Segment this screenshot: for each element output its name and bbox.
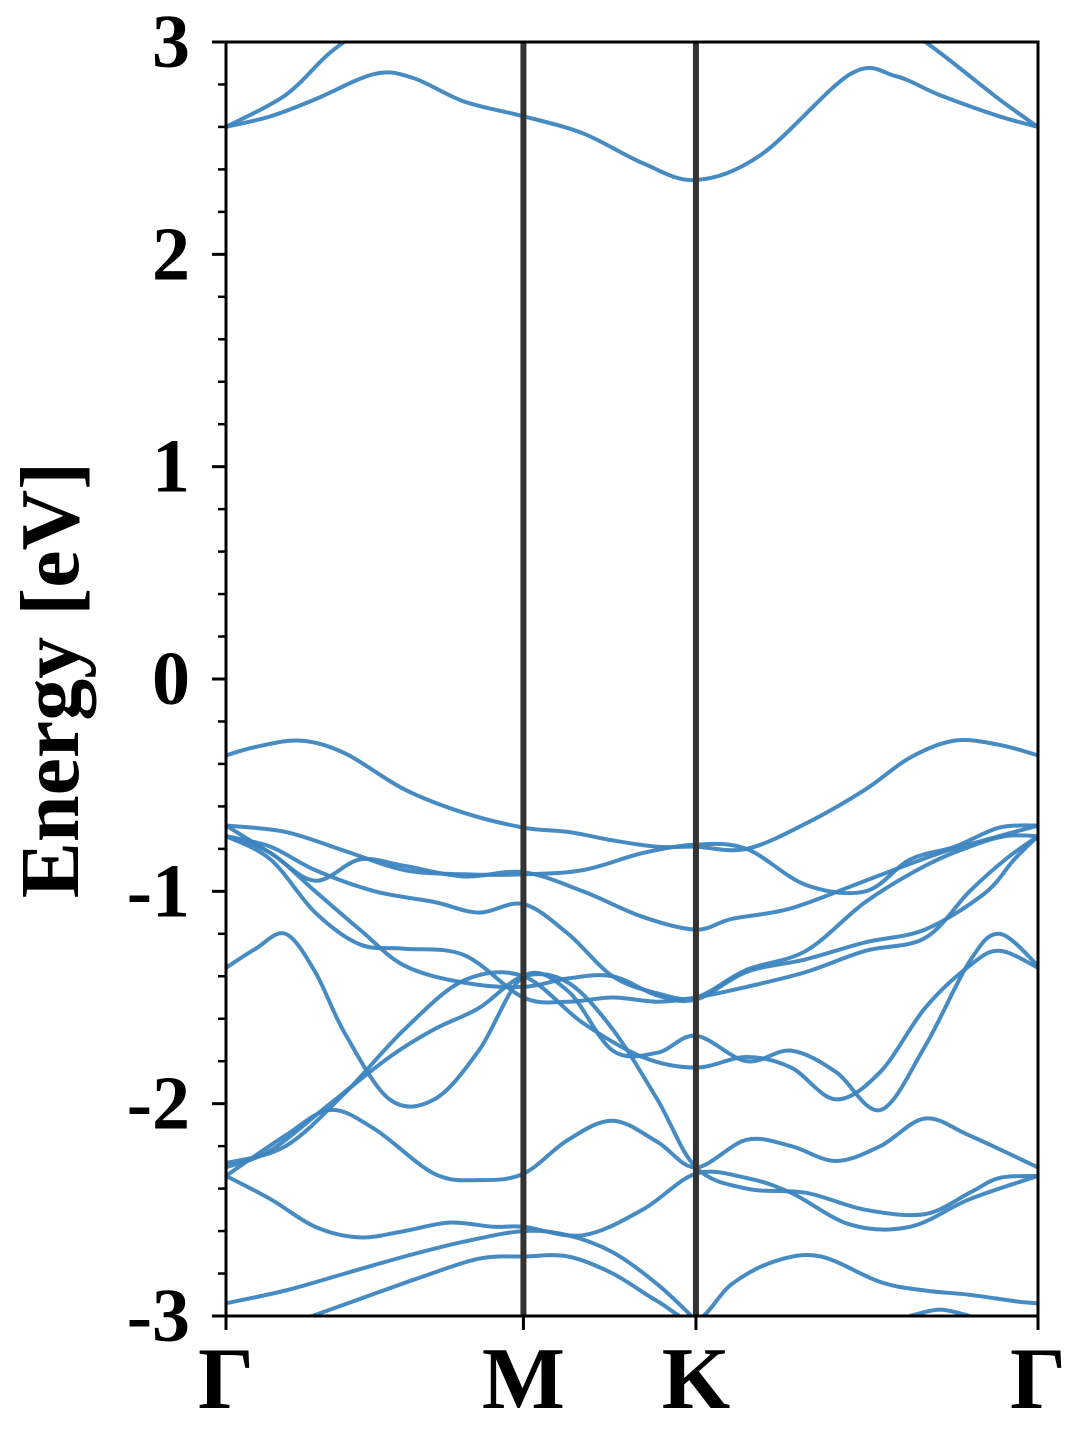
y-tick-label: -1: [127, 849, 190, 933]
band-line: [226, 823, 1038, 932]
band-line: [226, 834, 1038, 1005]
band-line: [226, 972, 1038, 1218]
y-axis-tick-labels: 3 2 1 0 -1 -2 -3: [127, 0, 190, 1358]
band-line: [226, 1228, 695, 1316]
y-tick-label: -2: [127, 1062, 190, 1146]
band-line: [306, 1253, 1038, 1316]
high-symmetry-dividers: [520, 42, 699, 1316]
band-line: [226, 42, 348, 129]
y-tick-label: 3: [152, 0, 190, 84]
kpoint-label: M: [482, 1331, 565, 1428]
band-line: [226, 948, 1038, 1166]
band-line: [226, 823, 1038, 896]
plot-frame: [224, 40, 1040, 1318]
band-line: [226, 65, 1038, 183]
band-line: [921, 42, 1038, 129]
y-axis-title: Energy [eV]: [4, 462, 97, 898]
band-line: [226, 931, 1038, 1113]
y-axis-ticks: [212, 40, 1040, 1330]
band-line: [226, 1107, 1038, 1183]
kpoint-label: Γ: [1010, 1331, 1066, 1428]
band-line: [226, 1169, 1038, 1240]
band-line: [226, 738, 1038, 853]
band-line: [908, 1307, 972, 1316]
kpoint-label: K: [662, 1331, 730, 1428]
y-tick-label: 0: [152, 637, 190, 721]
y-tick-label: 1: [152, 425, 190, 509]
y-tick-label: -3: [127, 1274, 190, 1358]
y-tick-label: 2: [152, 212, 190, 296]
band-line: [226, 834, 1038, 1004]
band-lines: [226, 42, 1038, 1316]
kpoint-label: Γ: [198, 1331, 254, 1428]
